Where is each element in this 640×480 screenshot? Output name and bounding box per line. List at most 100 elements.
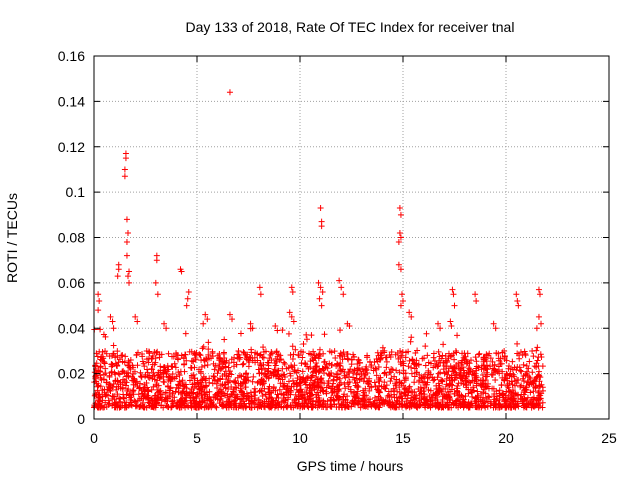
x-tick-label: 20	[498, 430, 514, 446]
data-point	[336, 277, 343, 284]
data-point	[200, 320, 207, 327]
data-point	[435, 320, 442, 327]
data-point	[492, 325, 499, 332]
data-point	[152, 279, 159, 286]
data-point	[338, 284, 345, 291]
data-point	[288, 284, 295, 291]
data-point	[536, 291, 543, 298]
data-point	[449, 286, 456, 293]
data-point	[513, 291, 520, 298]
data-point	[533, 325, 540, 332]
data-point	[397, 302, 404, 309]
data-point	[318, 223, 325, 230]
data-point	[153, 257, 160, 264]
data-point	[448, 322, 455, 329]
data-point	[272, 322, 279, 329]
data-point	[132, 313, 139, 320]
x-tick-label: 15	[395, 430, 411, 446]
data-point	[95, 291, 102, 298]
data-point	[107, 313, 114, 320]
data-point	[490, 320, 497, 327]
data-point	[163, 325, 170, 332]
y-tick-label: 0.02	[58, 366, 85, 382]
data-point	[317, 205, 324, 212]
data-point	[229, 316, 236, 323]
x-tick-label: 0	[90, 430, 98, 446]
x-tick-label: 10	[292, 430, 308, 446]
data-point	[396, 229, 403, 236]
data-point	[226, 311, 233, 318]
data-point	[256, 284, 263, 291]
data-point	[317, 284, 324, 291]
data-point	[126, 279, 133, 286]
data-point	[451, 302, 458, 309]
y-tick-label: 0	[77, 411, 85, 427]
data-point	[95, 307, 102, 314]
data-point	[109, 318, 116, 325]
data-point	[406, 309, 413, 316]
data-point	[400, 298, 406, 305]
y-axis-label: ROTI / TECUs	[4, 193, 20, 283]
chart-title: Day 133 of 2018, Rate Of TEC Index for r…	[186, 19, 515, 35]
data-point	[96, 298, 103, 305]
y-tick-label: 0.1	[66, 184, 86, 200]
data-point	[288, 313, 295, 320]
data-point	[286, 309, 293, 316]
y-tick-label: 0.12	[58, 139, 85, 155]
y-tick-label: 0.04	[58, 320, 85, 336]
data-point	[535, 313, 542, 320]
data-point	[247, 320, 254, 327]
data-point	[289, 288, 296, 295]
data-point	[114, 273, 121, 280]
data-point	[249, 325, 256, 332]
data-point	[184, 295, 191, 302]
baseline-scatter	[91, 325, 546, 411]
data-point	[183, 302, 190, 309]
y-tick-label: 0.06	[58, 275, 85, 291]
data-points	[91, 89, 546, 411]
data-point	[185, 288, 192, 295]
data-point	[123, 216, 130, 223]
axis-ticks	[93, 55, 610, 420]
data-point	[121, 166, 128, 173]
data-point	[123, 252, 130, 259]
y-tick-label: 0.08	[58, 230, 85, 246]
x-tick-label: 25	[601, 430, 617, 446]
data-point	[318, 302, 325, 309]
data-point	[121, 173, 128, 180]
data-point	[397, 266, 404, 273]
data-point	[514, 298, 521, 305]
data-point	[397, 211, 404, 218]
data-point	[398, 291, 405, 298]
data-point	[202, 311, 209, 318]
data-point	[124, 229, 131, 236]
data-point	[397, 234, 404, 241]
x-axis-label: GPS time / hours	[297, 458, 404, 474]
data-point	[447, 318, 454, 325]
data-point	[257, 291, 264, 298]
data-point	[395, 239, 402, 246]
y-tick-label: 0.14	[58, 93, 85, 109]
data-point	[450, 291, 457, 298]
data-point	[126, 268, 133, 275]
data-point	[535, 286, 542, 293]
data-point	[154, 291, 161, 298]
data-point	[395, 261, 402, 268]
y-tick-label: 0.16	[58, 48, 85, 64]
tick-labels: 0 0.02 0.04 0.06 0.08 0.1 0.12 0.14 0.16 0 5 10 15 20…	[58, 48, 617, 446]
data-point	[226, 89, 233, 96]
data-point	[472, 291, 479, 298]
data-point	[319, 288, 326, 295]
data-point	[290, 318, 297, 325]
data-point	[122, 155, 129, 162]
data-point	[123, 239, 130, 246]
x-tick-label: 5	[193, 430, 201, 446]
data-point	[408, 313, 415, 320]
data-point	[178, 268, 185, 275]
data-point	[346, 322, 353, 329]
data-point	[340, 291, 347, 298]
data-point	[437, 325, 444, 332]
data-point	[124, 273, 131, 280]
data-point	[538, 320, 545, 327]
